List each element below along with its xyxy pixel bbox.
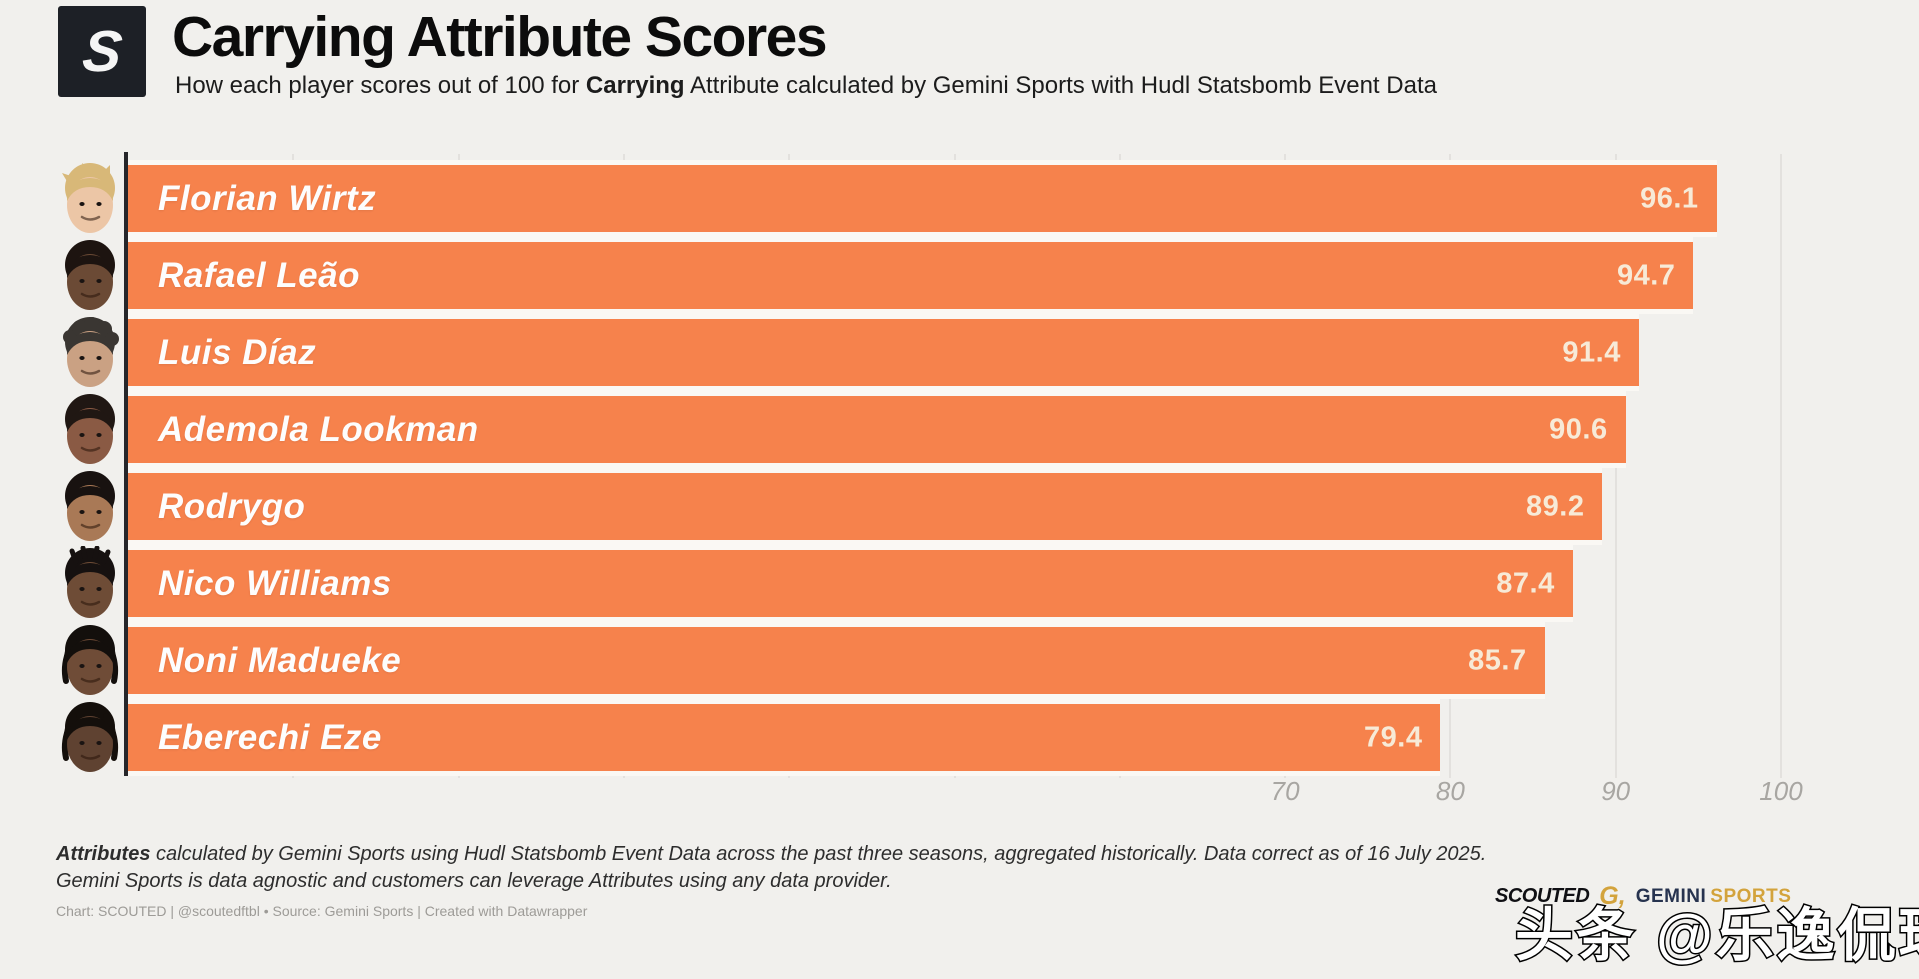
score-value-label: 90.6 — [1549, 413, 1608, 445]
x-tick-label: 100 — [1759, 776, 1803, 806]
player-name-label: Nico Williams — [158, 563, 392, 603]
player-bar: Luis Díaz 91.4 — [128, 319, 1639, 386]
player-name-label: Luis Díaz — [158, 332, 317, 372]
bar-row: Florian Wirtz 96.1 — [128, 160, 1781, 237]
player-bar: Eberechi Eze 79.4 — [128, 704, 1441, 771]
player-bar: Florian Wirtz 96.1 — [128, 165, 1717, 232]
score-value-label: 91.4 — [1562, 336, 1621, 368]
chart-subtitle: How each player scores out of 100 for Ca… — [175, 72, 1437, 100]
player-avatar — [54, 315, 126, 389]
bar-track: Luis Díaz 91.4 — [128, 314, 1639, 391]
player-bar: Rafael Leão 94.7 — [128, 242, 1694, 309]
player-bar: Noni Madueke 85.7 — [128, 627, 1545, 694]
player-name-label: Eberechi Eze — [158, 717, 382, 757]
score-value-label: 89.2 — [1526, 490, 1585, 522]
player-bar: Ademola Lookman 90.6 — [128, 396, 1626, 463]
bar-row: Rafael Leão 94.7 — [128, 237, 1781, 314]
player-name-label: Rodrygo — [158, 486, 306, 526]
bar-row: Rodrygo 89.2 — [128, 468, 1781, 545]
bar-track: Nico Williams 87.4 — [128, 545, 1573, 622]
footnote-bold-word: Attributes — [56, 843, 151, 865]
bar-row: Nico Williams 87.4 — [128, 545, 1781, 622]
player-avatar — [54, 469, 126, 543]
score-value-label: 94.7 — [1616, 259, 1676, 291]
subtitle-prefix: How each player scores out of 100 for — [175, 72, 586, 99]
player-bar: Rodrygo 89.2 — [128, 473, 1603, 540]
branding-row: SCOUTED G, GEMINI SPORTS — [1495, 884, 1791, 909]
toutiao-watermark: 头条 @乐逸侃球 — [1514, 902, 1919, 970]
scouted-logo-letter: S — [79, 18, 125, 84]
score-value-label: 96.1 — [1640, 182, 1699, 214]
x-tick-label: 80 — [1435, 776, 1465, 806]
bar-track: Noni Madueke 85.7 — [128, 622, 1545, 699]
chart-credit: Chart: SCOUTED | @scoutedftbl • Source: … — [56, 903, 588, 919]
player-bar: Nico Williams 87.4 — [128, 550, 1573, 617]
bar-track: Florian Wirtz 96.1 — [128, 160, 1717, 237]
plot-area: Florian Wirtz 96.1 Rafael Leão 94.7 Luis… — [61, 154, 1803, 806]
footnote-line-1: Attributes calculated by Gemini Sports u… — [56, 843, 1486, 866]
player-avatar — [54, 546, 126, 620]
player-name-label: Florian Wirtz — [158, 178, 377, 218]
bar-track: Eberechi Eze 79.4 — [128, 699, 1441, 776]
player-name-label: Ademola Lookman — [158, 409, 479, 449]
score-value-label: 85.7 — [1468, 644, 1527, 676]
player-avatar — [54, 392, 126, 466]
footnote-line-2: Gemini Sports is data agnostic and custo… — [56, 870, 892, 892]
chart-title: Carrying Attribute Scores — [172, 5, 828, 69]
player-avatar — [54, 623, 126, 697]
subtitle-suffix: Attribute calculated by Gemini Sports wi… — [684, 72, 1437, 99]
scouted-wordmark: SCOUTED — [1495, 885, 1590, 907]
player-name-label: Rafael Leão — [158, 255, 360, 295]
bar-row: Ademola Lookman 90.6 — [128, 391, 1781, 468]
score-value-label: 87.4 — [1496, 567, 1555, 599]
bar-track: Rodrygo 89.2 — [128, 468, 1603, 545]
x-tick-label: 70 — [1270, 776, 1300, 806]
subtitle-keyword: Carrying — [585, 72, 685, 99]
bar-row: Noni Madueke 85.7 — [128, 622, 1781, 699]
x-tick-label: 90 — [1601, 776, 1631, 806]
bar-row: Eberechi Eze 79.4 — [128, 699, 1781, 776]
bar-row: Luis Díaz 91.4 — [128, 314, 1781, 391]
player-avatar — [54, 161, 126, 235]
player-avatar — [54, 700, 126, 774]
y-axis-line — [124, 152, 128, 776]
bar-track: Rafael Leão 94.7 — [128, 237, 1694, 314]
scouted-logo-icon: S — [58, 6, 146, 97]
x-gridline — [1780, 154, 1782, 778]
footnote-line-1-text: calculated by Gemini Sports using Hudl S… — [150, 843, 1487, 865]
sports-word: SPORTS — [1710, 885, 1792, 907]
gemini-sports-wordmark: GEMINI SPORTS — [1636, 886, 1792, 908]
gemini-g-icon: G, — [1599, 882, 1626, 910]
score-value-label: 79.4 — [1364, 721, 1423, 753]
gemini-word: GEMINI — [1635, 885, 1707, 907]
player-name-label: Noni Madueke — [158, 640, 402, 680]
bar-track: Ademola Lookman 90.6 — [128, 391, 1626, 468]
player-avatar — [54, 238, 126, 312]
